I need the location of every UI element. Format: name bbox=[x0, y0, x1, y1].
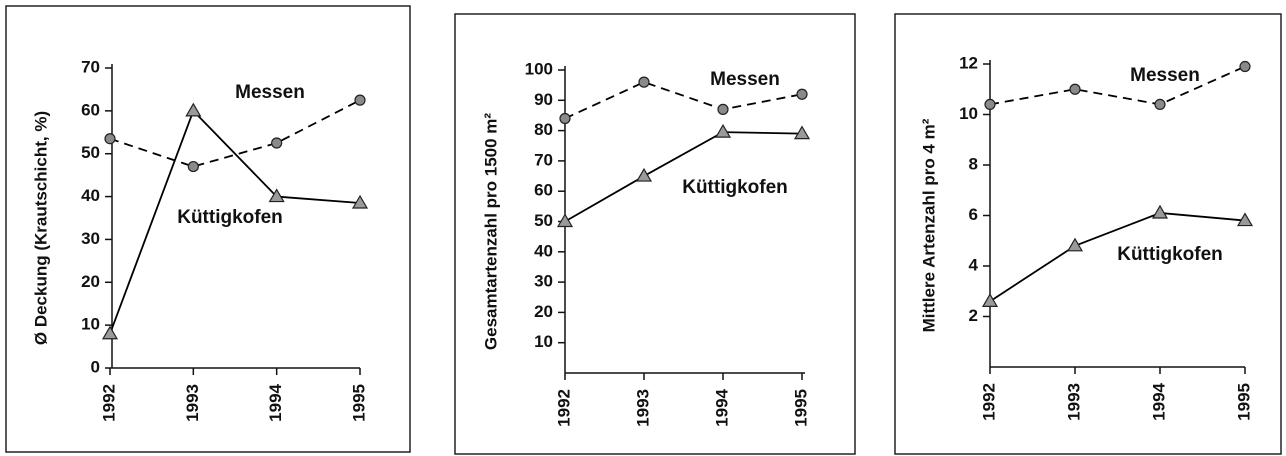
marker bbox=[271, 137, 283, 149]
panel-frame bbox=[894, 13, 1282, 455]
y-tick-label: 50 bbox=[534, 211, 553, 230]
marker bbox=[101, 325, 119, 340]
y-tick-label: 2 bbox=[969, 306, 978, 325]
y-tick-label: 10 bbox=[959, 104, 978, 123]
y-tick-label: 20 bbox=[534, 302, 553, 321]
y-tick-label: 60 bbox=[534, 181, 553, 200]
marker bbox=[187, 160, 199, 173]
marker bbox=[984, 98, 996, 111]
series-label: Messen bbox=[235, 82, 305, 103]
y-tick-label: 40 bbox=[81, 186, 100, 205]
x-tick-label: 1994 bbox=[1149, 382, 1168, 420]
series-label: Messen bbox=[1130, 65, 1200, 86]
y-tick-label: 100 bbox=[525, 59, 553, 78]
marker bbox=[635, 167, 653, 182]
y-tick-label: 50 bbox=[81, 143, 100, 162]
x-tick-label: 1992 bbox=[554, 389, 573, 427]
marker bbox=[104, 133, 116, 145]
y-tick-label: 80 bbox=[534, 120, 553, 139]
series-label: Küttigkofen bbox=[1117, 244, 1223, 265]
series-label: Messen bbox=[710, 69, 780, 90]
series-line bbox=[109, 99, 361, 168]
y-tick-label: 8 bbox=[969, 154, 978, 173]
marker bbox=[354, 94, 366, 106]
marker bbox=[1069, 83, 1081, 95]
x-tick-label: 1993 bbox=[1064, 383, 1083, 421]
marker bbox=[981, 293, 999, 307]
y-axis-label: Gesamtartenzahl pro 1500 m² bbox=[481, 113, 500, 350]
y-axis-label: Mittlere Artenzahl pro 4 m² bbox=[919, 118, 938, 332]
series-line bbox=[564, 131, 803, 223]
y-tick-label: 70 bbox=[534, 150, 553, 169]
series-line bbox=[564, 81, 803, 120]
x-tick-label: 1994 bbox=[712, 388, 731, 426]
series-label: Küttigkofen bbox=[177, 207, 283, 228]
y-tick-label: 70 bbox=[81, 57, 100, 76]
y-tick-label: 6 bbox=[969, 205, 978, 224]
x-tick-label: 1995 bbox=[791, 389, 810, 427]
series-line bbox=[109, 109, 361, 335]
marker bbox=[1151, 204, 1169, 219]
marker bbox=[1154, 98, 1166, 111]
marker bbox=[556, 213, 574, 228]
marker bbox=[559, 112, 571, 125]
marker bbox=[1236, 212, 1254, 227]
x-tick-label: 1995 bbox=[349, 384, 368, 422]
panel-frame bbox=[454, 13, 856, 455]
x-tick-label: 1993 bbox=[183, 384, 202, 422]
x-tick-label: 1992 bbox=[99, 384, 118, 422]
marker bbox=[638, 76, 650, 88]
y-tick-label: 60 bbox=[81, 100, 100, 119]
marker bbox=[793, 125, 811, 140]
marker bbox=[1066, 237, 1084, 252]
marker bbox=[796, 88, 808, 100]
y-tick-label: 90 bbox=[534, 90, 553, 109]
x-tick-label: 1994 bbox=[266, 383, 285, 421]
y-tick-label: 30 bbox=[534, 272, 553, 291]
x-tick-label: 1995 bbox=[1234, 383, 1253, 421]
y-tick-label: 30 bbox=[81, 229, 100, 248]
y-axis-label: Ø Deckung (Krautschicht, %) bbox=[31, 111, 50, 345]
series-label: Küttigkofen bbox=[682, 177, 788, 198]
series-line bbox=[989, 212, 1246, 303]
marker bbox=[351, 194, 369, 209]
marker bbox=[185, 102, 202, 117]
y-tick-label: 10 bbox=[81, 315, 100, 334]
marker bbox=[714, 123, 732, 138]
y-tick-label: 4 bbox=[969, 255, 979, 274]
y-tick-label: 40 bbox=[534, 241, 553, 260]
marker bbox=[717, 103, 729, 115]
panel-frame bbox=[5, 5, 411, 453]
series-line bbox=[989, 65, 1246, 106]
y-tick-label: 12 bbox=[959, 53, 978, 72]
y-tick-label: 10 bbox=[534, 332, 553, 351]
marker bbox=[268, 188, 285, 203]
x-tick-label: 1993 bbox=[633, 389, 652, 427]
x-tick-label: 1992 bbox=[979, 383, 998, 421]
y-tick-label: 20 bbox=[81, 272, 100, 291]
y-tick-label: 0 bbox=[91, 357, 100, 376]
marker bbox=[1239, 60, 1251, 73]
